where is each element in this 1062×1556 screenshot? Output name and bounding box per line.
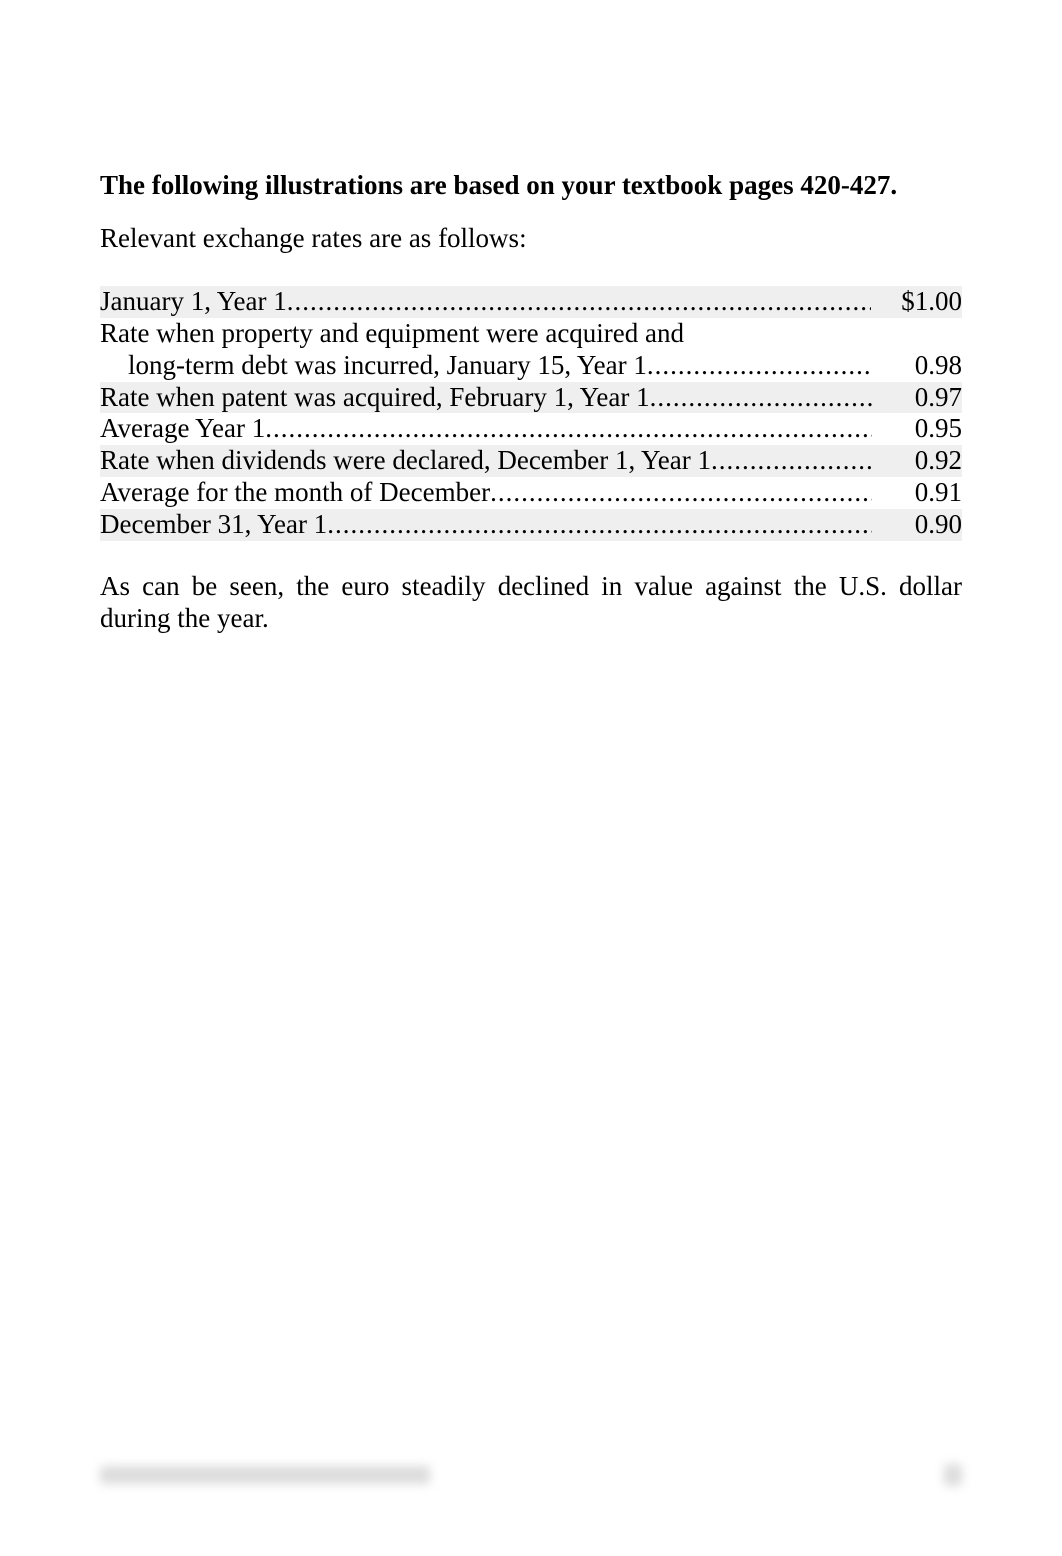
rate-value: 0.98 — [872, 350, 962, 382]
exchange-rates-table: January 1, Year 1 $1.00 Rate when proper… — [100, 286, 962, 541]
table-row: Rate when patent was acquired, February … — [100, 382, 962, 414]
conclusion-text: As can be seen, the euro steadily declin… — [100, 571, 962, 635]
rate-label: January 1, Year 1 — [100, 286, 287, 318]
footer-region — [100, 1464, 962, 1486]
dot-leader — [647, 350, 872, 382]
dot-leader — [265, 413, 872, 445]
dot-leader — [287, 286, 872, 318]
rate-label: Average Year 1 — [100, 413, 265, 445]
table-row: Rate when property and equipment were ac… — [100, 318, 962, 350]
rate-value: 0.97 — [872, 382, 962, 414]
rate-label: Average for the month of December — [100, 477, 490, 509]
blurred-footer-text — [100, 1466, 430, 1484]
table-row: December 31, Year 1 0.90 — [100, 509, 962, 541]
dot-leader — [711, 445, 872, 477]
rate-value: 0.92 — [872, 445, 962, 477]
dot-leader — [650, 382, 872, 414]
table-row: long-term debt was incurred, January 15,… — [100, 350, 962, 382]
document-page: The following illustrations are based on… — [0, 0, 1062, 1556]
table-row: Rate when dividends were declared, Decem… — [100, 445, 962, 477]
intro-text: Relevant exchange rates are as follows: — [100, 223, 962, 254]
rate-label: long-term debt was incurred, January 15,… — [100, 350, 647, 382]
rate-label: Rate when patent was acquired, February … — [100, 382, 650, 414]
rate-value: $1.00 — [871, 286, 962, 318]
table-row: Average Year 1 0.95 — [100, 413, 962, 445]
rate-value: 0.95 — [872, 413, 962, 445]
rate-value: 0.91 — [872, 477, 962, 509]
dot-leader — [490, 477, 872, 509]
rate-value: 0.90 — [872, 509, 962, 541]
table-row: January 1, Year 1 $1.00 — [100, 286, 962, 318]
page-heading: The following illustrations are based on… — [100, 170, 962, 201]
table-row: Average for the month of December 0.91 — [100, 477, 962, 509]
rate-label: Rate when dividends were declared, Decem… — [100, 445, 711, 477]
blurred-page-number — [944, 1464, 962, 1486]
rate-label: Rate when property and equipment were ac… — [100, 318, 684, 350]
rate-label: December 31, Year 1 — [100, 509, 327, 541]
dot-leader — [327, 509, 872, 541]
